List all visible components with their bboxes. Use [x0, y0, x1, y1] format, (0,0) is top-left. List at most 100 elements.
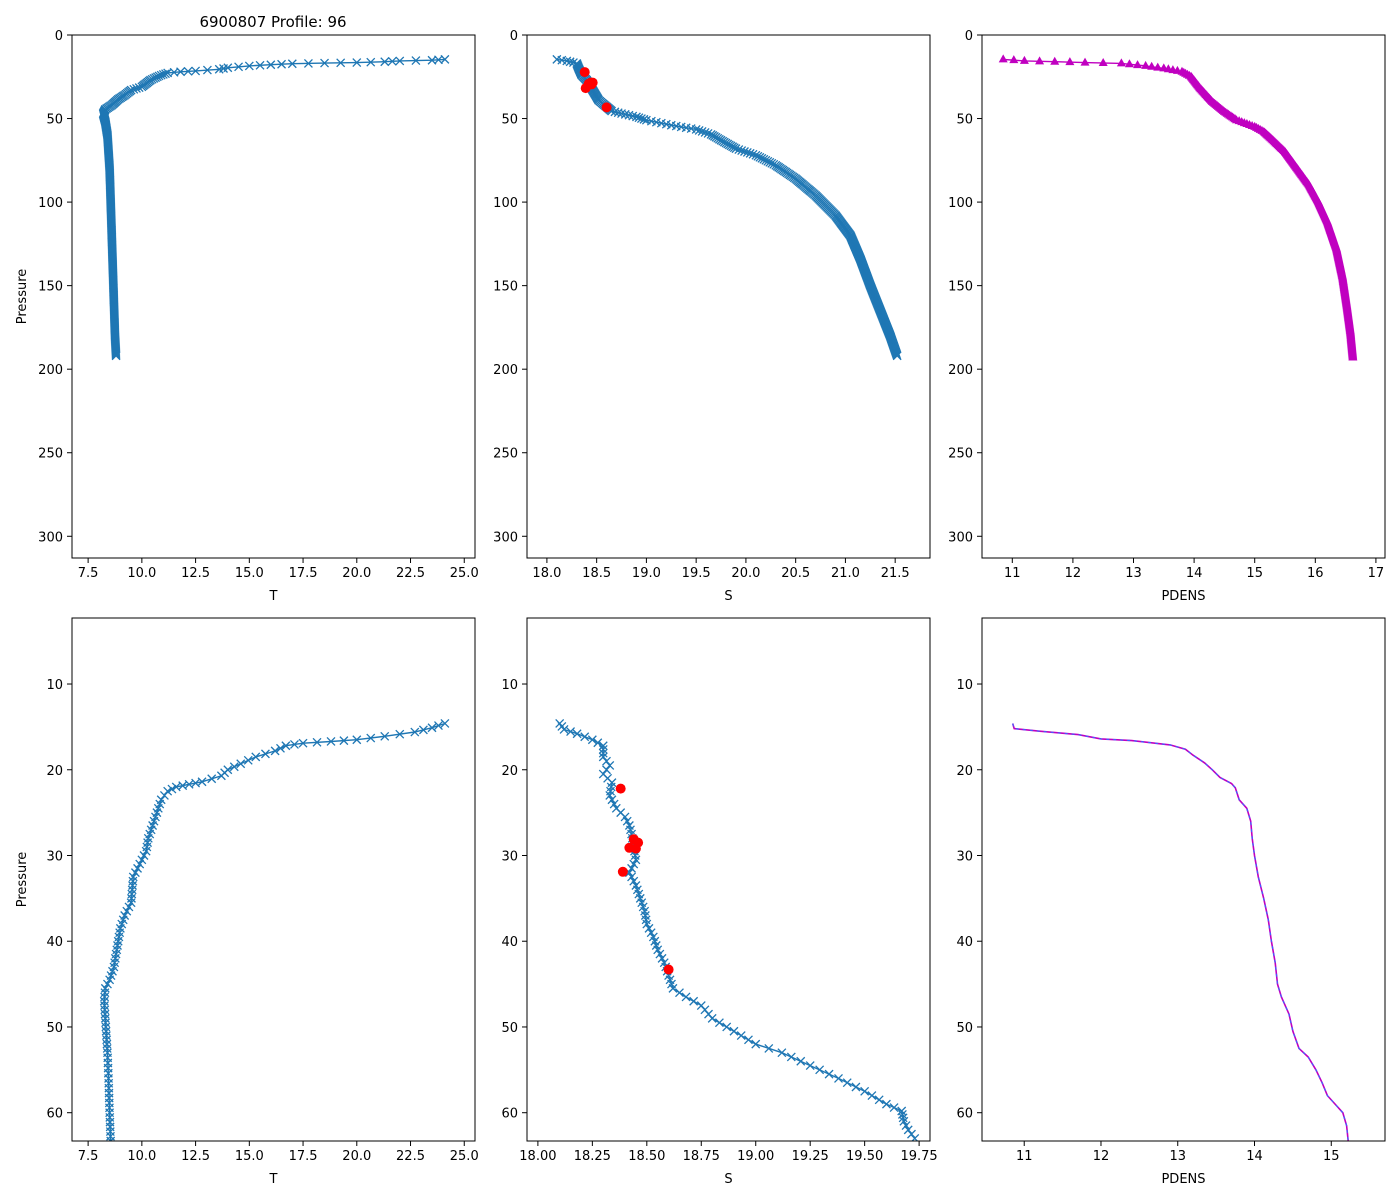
data-point: [867, 1091, 877, 1101]
data-point: [691, 124, 701, 134]
data-point: [1133, 60, 1143, 69]
x-tick-label: 14: [1186, 566, 1203, 581]
y-tick-label: 50: [501, 1021, 518, 1036]
data-point: [352, 58, 362, 68]
data-point: [380, 57, 390, 67]
data-point: [631, 112, 641, 122]
y-tick-label: 60: [956, 1107, 973, 1122]
x-tick-label: 21.0: [831, 566, 860, 581]
data-point: [697, 126, 707, 136]
y-tick-label: 50: [956, 1021, 973, 1036]
data-point: [191, 66, 201, 76]
panel-pdens-full: 11 12 13 14 15 16 17 0 50 100 150 200 250 300 PDENS: [948, 29, 1386, 604]
data-point: [622, 816, 632, 826]
y-tick-label: 40: [956, 935, 973, 950]
flagged-point: [601, 102, 612, 113]
data-point: [126, 898, 136, 908]
data-point: [714, 1018, 724, 1028]
figure-title: 6900807 Profile: 96: [199, 13, 346, 31]
y-tick-label: 20: [956, 764, 973, 779]
data-point: [255, 60, 265, 70]
data-point: [636, 114, 646, 124]
x-axis-label: T: [269, 1172, 278, 1187]
data-point: [1035, 56, 1045, 65]
data-point: [366, 733, 376, 743]
y-tick-label: 100: [948, 196, 973, 211]
data-point: [668, 983, 678, 993]
plot-area: [998, 54, 1358, 361]
data-point: [629, 859, 639, 869]
x-axis-label: T: [269, 589, 278, 604]
data-point: [694, 125, 704, 135]
y-tick-label: 30: [46, 849, 63, 864]
data-point: [898, 1113, 908, 1123]
data-point: [842, 1078, 852, 1088]
data-point: [786, 1052, 796, 1062]
data-point: [159, 791, 169, 800]
data-point: [336, 58, 346, 68]
y-tick-label: 250: [948, 447, 973, 462]
data-point: [202, 65, 212, 75]
data-point: [137, 82, 147, 92]
data-point: [139, 851, 149, 860]
plot-area: [1011, 723, 1349, 1141]
data-point: [440, 718, 450, 728]
data-point: [675, 988, 684, 998]
data-point: [105, 975, 115, 985]
x-tick-label: 12.5: [181, 566, 210, 581]
y-tick-label: 20: [501, 764, 518, 779]
data-point: [907, 1129, 916, 1139]
x-axis-label: S: [724, 1172, 732, 1187]
data-point: [805, 1061, 815, 1071]
data-point: [796, 1056, 806, 1066]
data-point: [229, 762, 239, 772]
x-tick-label: 18.25: [574, 1149, 611, 1164]
data-point: [689, 996, 699, 1006]
y-tick-label: 10: [956, 678, 973, 693]
y-tick-label: 60: [501, 1107, 518, 1122]
data-point: [427, 55, 437, 65]
data-point: [111, 347, 121, 357]
data-point: [642, 919, 652, 929]
data-point: [593, 738, 603, 748]
y-tick-label: 300: [493, 530, 518, 545]
data-point: [1147, 61, 1157, 70]
data-point: [639, 114, 649, 124]
y-tick-label: 200: [948, 363, 973, 378]
data-point: [163, 786, 173, 796]
axes-frame: [981, 34, 1386, 559]
data-point: [874, 1095, 884, 1105]
data-point: [111, 348, 121, 358]
y-tick-label: 50: [956, 113, 973, 128]
x-tick-label: 22.5: [396, 1149, 425, 1164]
x-tick-label: 18.75: [683, 1149, 720, 1164]
data-point: [572, 729, 582, 739]
plot-area: [99, 718, 450, 1141]
x-tick-label: 18.0: [532, 566, 561, 581]
y-tick-label: 40: [46, 935, 63, 950]
data-point: [1019, 55, 1029, 64]
y-axis-label: Pressure: [15, 852, 30, 908]
data-point: [910, 1133, 920, 1141]
x-tick-label: 15.0: [235, 1149, 264, 1164]
data-point: [395, 56, 405, 66]
data-point: [903, 1125, 913, 1135]
panel-s-zoom: 18.00 18.25 18.50 18.75 19.00 19.25 19.50 19.75…: [501, 617, 938, 1187]
data-point: [244, 61, 254, 71]
data-point: [559, 724, 569, 734]
data-point: [655, 949, 665, 959]
x-tick-label: 20.0: [342, 1149, 371, 1164]
panel-t-full: 7.5 10.0 12.5 15.0 17.5 20.0 22.5 25.0 0 50 100 150…: [15, 29, 479, 604]
data-point: [303, 58, 313, 68]
data-point: [700, 127, 710, 137]
data-point: [260, 749, 270, 759]
y-tick-label: 300: [948, 530, 973, 545]
data-point: [722, 1022, 732, 1032]
y-axis-label: Pressure: [15, 269, 30, 325]
flagged-point: [580, 83, 591, 94]
y-tick-label: 0: [510, 29, 518, 44]
data-point: [748, 149, 758, 159]
data-point: [899, 1116, 909, 1126]
data-point: [434, 721, 443, 731]
data-point: [411, 56, 421, 66]
